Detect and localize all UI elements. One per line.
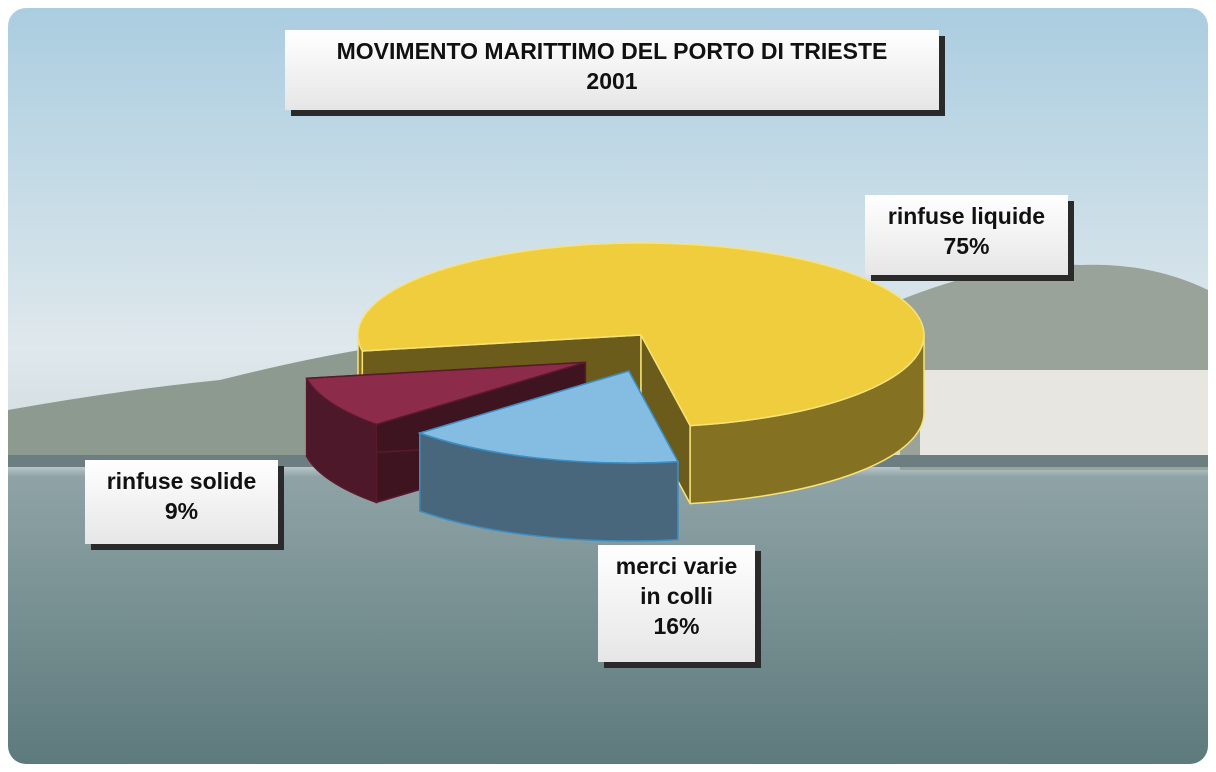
pie-slice	[357, 242, 925, 427]
pie	[305, 242, 925, 542]
chart-title: MOVIMENTO MARITTIMO DEL PORTO DI TRIESTE	[336, 38, 888, 64]
buildings	[920, 370, 1208, 460]
slice-name: merci varie in colli	[615, 553, 738, 609]
slice-value: 75%	[943, 233, 990, 259]
slice-name: rinfuse liquide	[887, 203, 1046, 229]
slice-value: 9%	[164, 498, 199, 524]
slice-value: 16%	[653, 613, 700, 639]
slice-label: rinfuse liquide 75%	[865, 195, 1068, 275]
hill-left	[8, 350, 360, 460]
pie-slice	[417, 370, 680, 464]
chart-subtitle: 2001	[586, 68, 638, 94]
slice-label: rinfuse solide 9%	[85, 460, 278, 544]
slice-label: merci varie in colli 16%	[598, 545, 755, 662]
pie-slice	[305, 361, 586, 426]
title-box: MOVIMENTO MARITTIMO DEL PORTO DI TRIESTE…	[285, 30, 939, 110]
slice-name: rinfuse solide	[106, 468, 257, 494]
